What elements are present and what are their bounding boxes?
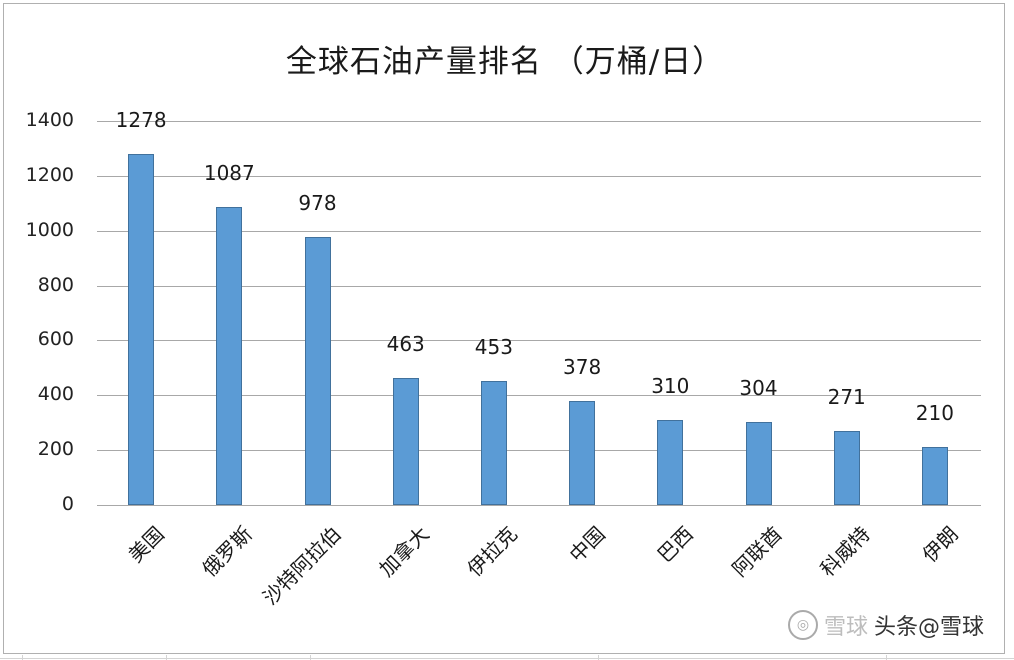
bar[interactable] bbox=[745, 421, 772, 505]
gridline bbox=[97, 505, 981, 506]
data-label: 978 bbox=[298, 190, 337, 215]
bar[interactable] bbox=[569, 401, 596, 505]
gridline bbox=[97, 285, 981, 287]
sheet-gridline bbox=[886, 655, 887, 660]
bar[interactable] bbox=[304, 236, 331, 505]
gridline bbox=[97, 121, 981, 122]
bar[interactable] bbox=[216, 206, 243, 505]
chart-frame[interactable]: 全球石油产量排名 （万桶/日） 0 200 400 600 800 1000 1200 140… bbox=[3, 3, 1005, 654]
x-tick-label: 沙特阿拉伯 bbox=[257, 521, 346, 610]
xueqiu-logo-icon: ◎ bbox=[787, 610, 818, 640]
x-tick-label: 科威特 bbox=[815, 521, 875, 582]
sheet-gridline bbox=[310, 655, 311, 660]
x-tick-label: 巴西 bbox=[652, 521, 699, 568]
watermark-logo-text: 雪球 bbox=[823, 615, 868, 640]
sheet-gridline bbox=[22, 655, 23, 660]
gridline bbox=[97, 230, 981, 232]
x-tick-label: 中国 bbox=[564, 521, 610, 568]
y-tick-label: 1000 bbox=[25, 218, 74, 241]
x-tick-label: 阿联酋 bbox=[726, 521, 787, 582]
chart-title: 全球石油产量排名 （万桶/日） bbox=[285, 44, 725, 80]
data-label: 271 bbox=[827, 384, 866, 409]
x-tick-label: 美国 bbox=[123, 521, 169, 568]
data-label: 304 bbox=[739, 375, 778, 400]
gridline bbox=[97, 175, 981, 177]
sheet-gridline bbox=[0, 658, 1014, 659]
data-label: 453 bbox=[474, 334, 513, 359]
y-tick-label: 400 bbox=[37, 383, 74, 406]
plot-area: 0 200 400 600 800 1000 1200 1400 1278 美国 1087 俄罗斯 97… bbox=[4, 4, 1006, 655]
y-tick-label: 0 bbox=[61, 493, 74, 515]
gridline bbox=[97, 340, 981, 342]
data-label: 1278 bbox=[115, 108, 167, 133]
y-tick-label: 800 bbox=[37, 273, 74, 296]
sheet-gridline bbox=[166, 655, 167, 660]
bar[interactable] bbox=[833, 430, 860, 505]
gridline bbox=[97, 395, 981, 397]
sheet-gridline bbox=[598, 655, 599, 660]
bar[interactable] bbox=[128, 154, 155, 505]
bar[interactable] bbox=[921, 447, 948, 505]
bar[interactable] bbox=[480, 380, 507, 505]
data-label: 463 bbox=[386, 332, 425, 356]
watermark-text: 头条@雪球 bbox=[873, 615, 984, 640]
gridline bbox=[97, 450, 981, 452]
bar[interactable] bbox=[392, 378, 419, 505]
watermark: ◎ 雪球 头条@雪球 bbox=[787, 609, 984, 641]
data-label: 310 bbox=[651, 373, 690, 398]
y-tick-label: 600 bbox=[37, 328, 74, 351]
data-label: 1087 bbox=[203, 160, 255, 185]
bar[interactable] bbox=[657, 419, 684, 505]
y-tick-label: 1200 bbox=[25, 163, 74, 186]
x-tick-label: 俄罗斯 bbox=[197, 521, 258, 582]
x-tick-label: 伊朗 bbox=[917, 521, 963, 568]
data-label: 378 bbox=[563, 355, 602, 380]
x-tick-label: 伊拉克 bbox=[462, 521, 522, 582]
y-tick-label: 1400 bbox=[25, 109, 74, 131]
y-tick-label: 200 bbox=[37, 438, 74, 461]
data-label: 210 bbox=[915, 401, 954, 426]
x-tick-label: 加拿大 bbox=[374, 521, 434, 582]
